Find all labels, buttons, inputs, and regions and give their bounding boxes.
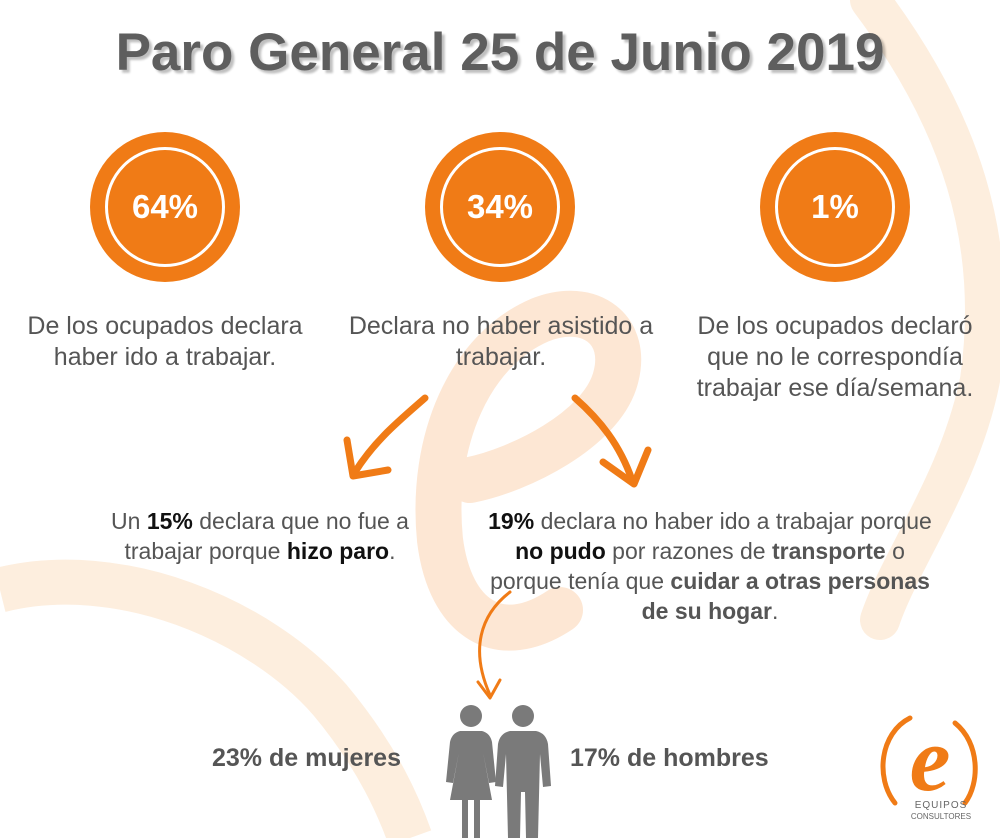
stat-value-worked: 64% [131,188,199,225]
highlight-cuidar: cuidar a otras personas de su hogar [641,568,930,624]
stat-description-absent: Declara no haber asistido a trabajar. [348,312,654,371]
breakdown-could-not: 19% declara no haber ido a trabajar porq… [488,508,932,624]
highlight-hizo-paro: hizo paro [286,538,390,564]
stat-value-absent: 34% [466,188,534,225]
arrow-icon [571,394,652,488]
men-percentage: 17% de hombres [570,744,769,772]
stat-description-not-applicable: De los ocupados declaró que no le corres… [696,312,974,402]
highlight-no-pudo: no pudo [515,538,606,564]
stat-description-worked: De los ocupados declara haber ido a trab… [27,312,303,371]
highlight-19-percent: 19% [488,508,535,534]
highlight-15-percent: 15% [146,508,193,534]
arrow-icon [476,590,512,700]
logo-name: EQUIPOS [914,800,968,811]
logo-tagline: CONSULTORES [910,812,972,821]
logo-letter: e [910,708,951,810]
arrow-icon [343,394,429,480]
women-percentage: 23% de mujeres [212,744,401,772]
stat-value-not-applicable: 1% [811,188,859,225]
stat-circle-worked: 64% [90,132,240,282]
logo-text: EQUIPOS CONSULTORES [896,800,986,822]
stat-circle-not-applicable: 1% [760,132,910,282]
stat-circle-absent: 34% [425,132,575,282]
page-title: Paro General 25 de Junio 2019 [115,23,885,82]
highlight-transporte: transporte [771,538,886,564]
breakdown-strike: Un 15% declara que no fue a trabajar por… [111,508,409,564]
equipos-consultores-logo: e [880,708,978,810]
